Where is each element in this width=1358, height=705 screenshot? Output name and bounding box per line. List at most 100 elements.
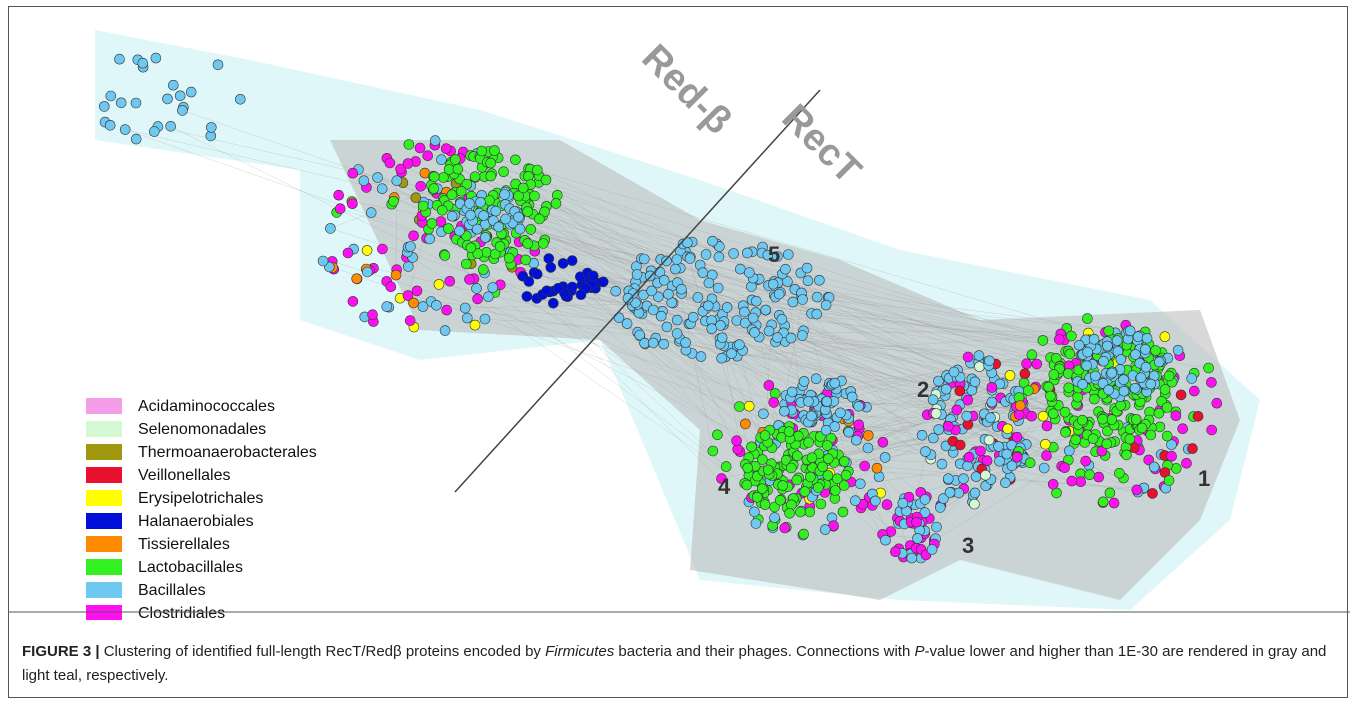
edge	[412, 257, 747, 486]
caption-label: FIGURE 3 |	[22, 643, 100, 660]
node	[498, 166, 509, 177]
node	[822, 453, 834, 465]
legend-swatch	[86, 536, 122, 552]
node	[1114, 467, 1125, 479]
node	[810, 373, 822, 385]
node	[850, 434, 862, 446]
node	[1118, 385, 1130, 397]
node	[1106, 414, 1118, 425]
node	[942, 420, 954, 432]
legend-swatch	[86, 444, 122, 460]
node	[361, 266, 373, 278]
node	[879, 452, 891, 463]
node	[347, 198, 358, 209]
node	[439, 250, 451, 261]
node	[372, 172, 383, 183]
node	[1103, 384, 1114, 396]
node	[1093, 471, 1105, 483]
node	[1163, 475, 1175, 486]
node	[1153, 407, 1165, 419]
node	[1019, 368, 1031, 380]
node	[871, 462, 883, 474]
node	[661, 321, 673, 333]
node	[994, 455, 1005, 467]
node	[1161, 402, 1173, 413]
node	[1097, 496, 1109, 508]
node	[687, 311, 699, 323]
node	[489, 248, 501, 260]
node	[1159, 384, 1171, 395]
node	[759, 430, 771, 441]
node	[114, 53, 125, 65]
node	[1011, 451, 1023, 463]
caption-italic: P	[914, 643, 925, 660]
node	[130, 97, 142, 109]
node	[465, 209, 476, 221]
node	[174, 90, 186, 102]
edge	[716, 243, 1014, 400]
node	[1023, 385, 1034, 396]
node	[1163, 370, 1175, 382]
node	[954, 439, 966, 451]
node	[1082, 313, 1093, 324]
node	[658, 274, 670, 286]
node	[877, 436, 889, 448]
node	[1115, 354, 1127, 365]
node	[969, 376, 981, 388]
node	[741, 479, 753, 491]
node	[402, 290, 414, 301]
legend-swatch	[86, 421, 122, 437]
node	[1048, 408, 1059, 420]
node	[811, 308, 823, 320]
node	[436, 205, 448, 216]
node	[772, 332, 783, 343]
node	[680, 337, 691, 348]
node	[471, 223, 483, 235]
node	[347, 167, 359, 179]
node	[1124, 433, 1136, 445]
node	[760, 304, 772, 316]
node	[384, 157, 396, 169]
node	[843, 426, 855, 438]
node	[477, 264, 489, 275]
node	[838, 480, 850, 491]
node	[566, 255, 578, 266]
node	[449, 154, 461, 165]
edge	[528, 176, 635, 308]
node	[499, 189, 510, 200]
edge	[760, 281, 775, 503]
node	[763, 380, 775, 391]
node	[405, 241, 416, 252]
node	[1130, 349, 1141, 360]
node	[795, 506, 806, 518]
node	[774, 494, 786, 506]
node	[750, 295, 762, 307]
node	[740, 418, 751, 430]
node	[962, 394, 974, 406]
caption: FIGURE 3 | Clustering of identified full…	[22, 640, 1342, 688]
node	[545, 262, 557, 273]
node	[408, 297, 419, 309]
node	[870, 495, 881, 507]
node	[1080, 455, 1091, 467]
node	[1070, 434, 1081, 446]
node	[716, 332, 728, 344]
node	[1170, 410, 1182, 422]
node	[981, 455, 993, 467]
node	[757, 454, 768, 465]
node	[1175, 389, 1187, 401]
node	[934, 502, 946, 513]
node	[859, 460, 871, 472]
node	[566, 281, 578, 293]
node	[1013, 409, 1025, 420]
edge	[433, 189, 759, 520]
divider-label: Red-β	[634, 37, 740, 143]
node	[575, 289, 587, 301]
node	[700, 249, 712, 260]
node	[119, 124, 131, 135]
node	[523, 276, 535, 287]
node	[940, 383, 952, 395]
node	[785, 332, 797, 344]
node	[440, 143, 452, 154]
node	[377, 243, 388, 255]
